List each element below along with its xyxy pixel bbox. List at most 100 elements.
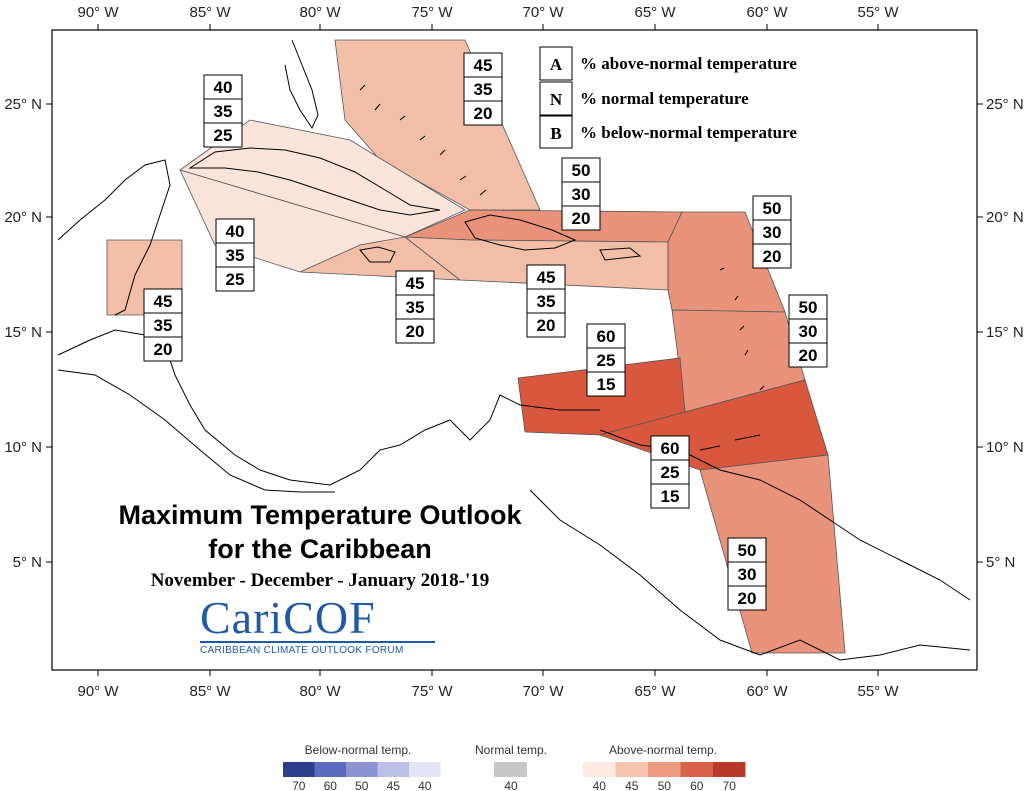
logo-subtitle: CARIBBEAN CLIMATE OUTLOOK FORUM xyxy=(200,641,435,656)
colorbar: Below-normal temp. Normal temp. Above-no… xyxy=(283,743,746,791)
above-tick: 70 xyxy=(723,779,737,791)
above-swatch xyxy=(583,762,616,777)
prob-below-value: 20 xyxy=(474,104,493,123)
probability-box: 50 30 20 xyxy=(788,294,828,368)
key-a-text: % above-normal temperature xyxy=(580,54,797,73)
bahamas-islands xyxy=(359,84,487,196)
key-b-box xyxy=(539,115,573,149)
prob-cell-bg xyxy=(727,585,767,611)
below-tick: 70 xyxy=(292,779,306,791)
prob-cell-bg xyxy=(561,181,601,207)
prob-cell-bg xyxy=(395,318,435,344)
prob-above-value: 60 xyxy=(661,439,680,458)
prob-cell-bg xyxy=(526,288,566,314)
map-title-line1: Maximum Temperature Outlook xyxy=(118,500,522,530)
probability-box: 40 35 25 xyxy=(203,74,243,148)
below-swatch xyxy=(346,762,378,777)
prob-cell-bg xyxy=(143,288,183,314)
left-lat-labels: 25° N 20° N 15° N 10° N 5° N xyxy=(4,96,42,571)
prob-below-value: 20 xyxy=(154,340,173,359)
probability-box: 40 35 25 xyxy=(215,218,255,292)
map-title-line2: for the Caribbean xyxy=(208,534,432,564)
colorbar-below-title: Below-normal temp. xyxy=(305,743,412,757)
bottom-lon-label: 60° W xyxy=(746,683,788,700)
probability-box: 45 35 20 xyxy=(395,270,435,344)
prob-cell-bg xyxy=(586,323,626,349)
coastlines xyxy=(57,39,971,661)
prob-cell-bg xyxy=(203,74,243,100)
prob-cell-bg xyxy=(143,336,183,362)
prob-normal-value: 25 xyxy=(661,463,680,482)
prob-above-value: 50 xyxy=(738,541,757,560)
colorbar-normal-title: Normal temp. xyxy=(475,743,547,757)
florida-coast xyxy=(284,39,319,130)
left-lat-label: 15° N xyxy=(4,324,42,341)
top-lon-label: 80° W xyxy=(299,4,341,21)
top-lon-label: 70° W xyxy=(522,4,564,21)
bottom-lon-label: 75° W xyxy=(411,683,453,700)
prob-above-value: 45 xyxy=(537,268,556,287)
prob-below-value: 20 xyxy=(406,322,425,341)
right-lat-label: 25° N xyxy=(986,96,1024,113)
prob-cell-bg xyxy=(561,205,601,231)
key-a-letter: A xyxy=(550,55,563,74)
prob-cell-bg xyxy=(215,242,255,268)
right-lat-label: 20° N xyxy=(986,209,1024,226)
prob-normal-value: 30 xyxy=(799,322,818,341)
prob-cell-bg xyxy=(586,371,626,397)
prob-normal-value: 30 xyxy=(738,565,757,584)
cuba-coast xyxy=(188,147,441,216)
prob-normal-value: 35 xyxy=(406,298,425,317)
prob-above-value: 50 xyxy=(763,199,782,218)
probability-box: 45 35 20 xyxy=(463,52,503,126)
prob-above-value: 40 xyxy=(226,222,245,241)
top-lon-label: 60° W xyxy=(746,4,788,21)
above-swatch xyxy=(713,762,746,777)
top-lon-label: 85° W xyxy=(189,4,231,21)
prob-cell-bg xyxy=(752,195,792,221)
prob-cell-bg xyxy=(395,294,435,320)
key-a-box xyxy=(539,46,573,81)
prob-below-value: 20 xyxy=(537,316,556,335)
left-lat-label: 25° N xyxy=(4,96,42,113)
title-block: Maximum Temperature Outlook for the Cari… xyxy=(70,498,570,594)
prob-normal-value: 35 xyxy=(537,292,556,311)
colorbar-above-title: Above-normal temp. xyxy=(609,743,717,757)
prob-cell-bg xyxy=(463,100,503,126)
bottom-lon-label: 65° W xyxy=(634,683,676,700)
prob-cell-bg xyxy=(788,342,828,368)
prob-normal-value: 35 xyxy=(154,316,173,335)
below-tick: 45 xyxy=(387,779,401,791)
normal-tick: 40 xyxy=(504,779,518,791)
below-swatch xyxy=(377,762,409,777)
top-lon-label: 65° W xyxy=(634,4,676,21)
above-tick: 60 xyxy=(690,779,704,791)
prob-above-value: 40 xyxy=(214,78,233,97)
prob-cell-bg xyxy=(650,483,690,509)
top-lon-labels: 90° W 85° W 80° W 75° W 70° W 65° W 60° … xyxy=(77,4,899,21)
bottom-lon-label: 90° W xyxy=(77,683,119,700)
probability-box: 50 30 20 xyxy=(752,195,792,269)
map-subtitle: November - December - January 2018-'19 xyxy=(150,570,490,591)
left-lat-label: 5° N xyxy=(13,554,42,571)
key-n-box xyxy=(539,81,573,116)
above-swatch xyxy=(680,762,713,777)
prob-normal-value: 35 xyxy=(214,102,233,121)
prob-cell-bg xyxy=(463,52,503,78)
above-swatch xyxy=(615,762,648,777)
top-lon-label: 55° W xyxy=(857,4,899,21)
prob-cell-bg xyxy=(727,537,767,563)
below-swatch xyxy=(409,762,441,777)
left-lat-label: 20° N xyxy=(4,209,42,226)
prob-below-value: 25 xyxy=(226,270,245,289)
normal-swatch xyxy=(494,762,527,777)
yucatan-coast xyxy=(57,159,171,316)
prob-normal-value: 25 xyxy=(597,351,616,370)
prob-normal-value: 30 xyxy=(763,223,782,242)
prob-cell-bg xyxy=(215,266,255,292)
prob-below-value: 20 xyxy=(763,247,782,266)
tick-marks xyxy=(46,24,983,676)
key-n-letter: N xyxy=(550,90,563,109)
below-tick: 60 xyxy=(324,779,338,791)
